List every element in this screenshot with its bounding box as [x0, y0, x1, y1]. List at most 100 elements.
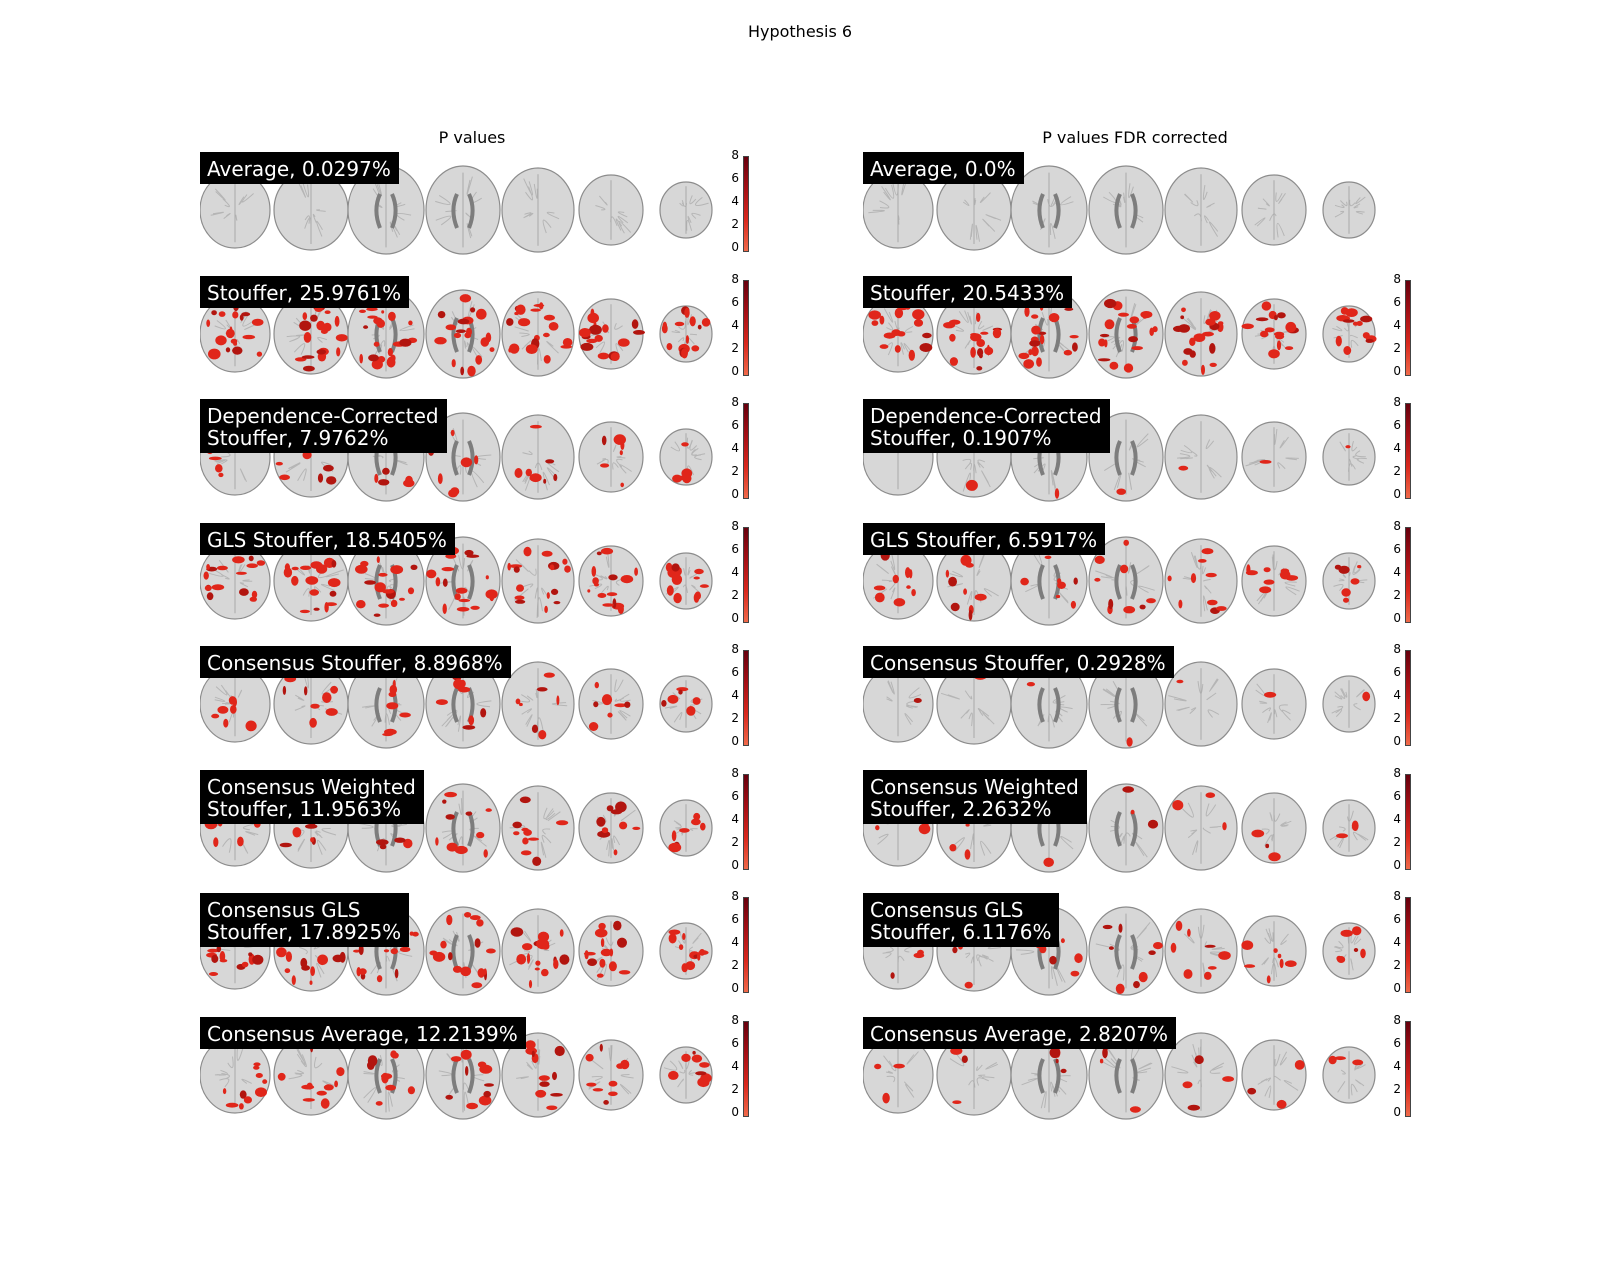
activation-cluster — [371, 358, 383, 369]
activation-cluster — [661, 323, 668, 333]
colorbar-tick-label: 6 — [1393, 788, 1401, 803]
activation-cluster — [542, 942, 550, 950]
activation-cluster — [1104, 298, 1117, 308]
activation-cluster — [356, 967, 361, 977]
colorbar-tick-label: 0 — [731, 610, 739, 625]
activation-cluster — [1357, 564, 1362, 568]
activation-cluster — [543, 478, 547, 484]
activation-cluster — [1341, 587, 1351, 597]
activation-cluster — [522, 837, 529, 844]
activation-cluster — [525, 343, 538, 354]
activation-cluster — [440, 940, 447, 949]
activation-cluster — [474, 938, 481, 948]
activation-cluster — [322, 692, 332, 703]
activation-cluster — [245, 720, 257, 732]
activation-cluster — [673, 592, 682, 603]
colorbar-tick-label: 6 — [1393, 418, 1401, 432]
activation-cluster — [529, 424, 542, 429]
activation-cluster — [1108, 946, 1114, 950]
activation-cluster — [448, 952, 453, 961]
activation-cluster — [1276, 339, 1282, 350]
activation-cluster — [1218, 951, 1231, 960]
activation-cluster — [374, 473, 379, 483]
activation-cluster — [613, 920, 622, 931]
activation-cluster — [1123, 362, 1134, 373]
activation-cluster — [475, 354, 483, 365]
activation-cluster — [486, 948, 496, 954]
activation-cluster — [514, 595, 525, 600]
activation-cluster — [426, 569, 437, 578]
activation-cluster — [610, 351, 620, 361]
colorbar-tick-label: 8 — [1393, 518, 1401, 533]
activation-cluster — [467, 365, 476, 376]
activation-cluster — [594, 582, 599, 586]
panel-label: Average, 0.0% — [863, 152, 1024, 184]
activation-cluster — [1038, 331, 1047, 335]
activation-cluster — [666, 584, 674, 596]
panel-label: Consensus Stouffer, 8.8968% — [200, 646, 511, 678]
activation-cluster — [519, 702, 523, 707]
activation-cluster — [382, 588, 395, 594]
activation-cluster — [1104, 318, 1115, 329]
activation-cluster — [624, 701, 631, 708]
activation-cluster — [1259, 585, 1272, 593]
activation-cluster — [1279, 569, 1291, 579]
activation-cluster — [908, 349, 915, 361]
activation-cluster — [1023, 358, 1035, 369]
activation-cluster — [1102, 924, 1113, 930]
panel-label: Consensus GLS Stouffer, 6.1176% — [863, 893, 1060, 947]
brain-slice — [659, 304, 713, 363]
colorbar-tick-label: 6 — [731, 541, 739, 556]
activation-cluster — [1336, 832, 1348, 838]
activation-cluster — [614, 703, 628, 708]
activation-cluster — [1180, 314, 1185, 319]
activation-cluster — [543, 314, 555, 321]
brain-slice — [1241, 174, 1307, 246]
brain-panel: Consensus Average, 2.8207% 8 6 4 2 0 — [863, 1013, 1463, 1127]
activation-cluster — [539, 1080, 550, 1087]
activation-cluster — [477, 968, 486, 978]
colorbar-tick-label: 2 — [1393, 340, 1401, 355]
activation-cluster — [277, 1072, 286, 1081]
activation-cluster — [392, 679, 396, 690]
brain-slice — [1088, 165, 1164, 255]
activation-cluster — [1194, 1054, 1204, 1064]
activation-cluster — [601, 826, 609, 833]
colorbar-tick-label: 6 — [731, 418, 739, 432]
activation-cluster — [1043, 857, 1054, 867]
activation-cluster — [1276, 1099, 1287, 1109]
activation-cluster — [913, 698, 922, 703]
activation-cluster — [697, 324, 702, 329]
activation-cluster — [917, 949, 924, 956]
activation-cluster — [382, 732, 393, 737]
activation-cluster — [1247, 1087, 1257, 1094]
activation-cluster — [305, 575, 319, 585]
brain-slice — [1164, 167, 1238, 253]
colorbar-tick-label: 8 — [731, 765, 739, 780]
activation-cluster — [589, 324, 602, 335]
activation-cluster — [441, 566, 455, 571]
activation-cluster — [1129, 1105, 1141, 1113]
activation-cluster — [1187, 1104, 1200, 1111]
brain-slice — [1241, 297, 1307, 370]
activation-cluster — [291, 566, 299, 570]
activation-cluster — [964, 848, 971, 860]
activation-cluster — [1118, 923, 1123, 933]
activation-cluster — [1335, 335, 1342, 346]
activation-cluster — [692, 1050, 696, 1055]
activation-cluster — [537, 931, 550, 942]
activation-cluster — [1362, 331, 1370, 338]
colorbar-tick-label: 2 — [1393, 587, 1401, 602]
activation-cluster — [1189, 337, 1196, 346]
activation-cluster — [608, 573, 618, 580]
activation-cluster — [587, 958, 598, 966]
activation-cluster — [283, 566, 293, 578]
activation-cluster — [403, 479, 415, 488]
activation-cluster — [1268, 348, 1280, 358]
activation-cluster — [556, 695, 560, 706]
activation-cluster — [1131, 345, 1143, 350]
activation-cluster — [546, 1105, 558, 1110]
activation-cluster — [532, 856, 542, 866]
activation-cluster — [668, 929, 681, 935]
activation-cluster — [390, 599, 398, 607]
